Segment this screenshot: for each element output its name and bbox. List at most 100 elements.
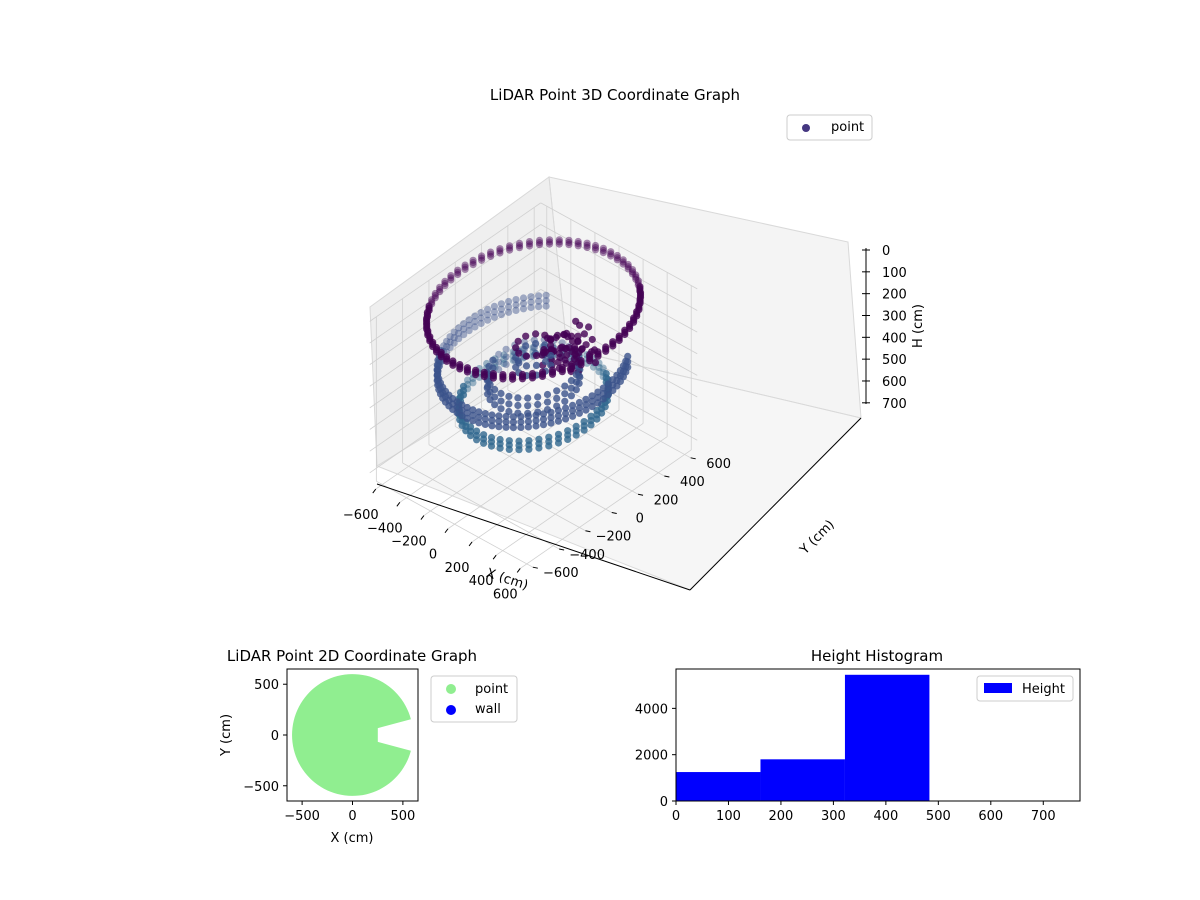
data-point	[487, 248, 495, 256]
data-point	[624, 265, 632, 273]
data-point	[506, 242, 514, 250]
x-tick-label: −200	[391, 535, 427, 550]
data-point	[543, 390, 552, 399]
x-tick-label: −500	[284, 809, 320, 824]
z-tick-label: 400	[882, 331, 907, 346]
data-point	[461, 261, 469, 269]
data-point	[532, 361, 541, 369]
data-point	[454, 268, 462, 276]
data-point	[471, 323, 479, 331]
x-tick	[468, 541, 473, 547]
data-point	[561, 382, 569, 390]
data-point	[621, 330, 629, 339]
data-point	[545, 236, 554, 244]
grid-line	[369, 332, 541, 452]
data-point	[515, 349, 523, 357]
z-tick-label: 200	[882, 288, 907, 303]
data-point	[454, 270, 462, 279]
chart-2d-ylabel: Y (cm)	[219, 714, 234, 757]
data-point	[548, 370, 557, 378]
data-point	[505, 297, 513, 306]
grid-line	[540, 310, 698, 398]
data-point	[512, 306, 520, 314]
data-point	[624, 263, 632, 271]
data-point	[495, 358, 503, 366]
data-point	[497, 300, 505, 308]
data-point	[524, 402, 532, 410]
data-point	[455, 335, 463, 343]
data-point	[524, 417, 533, 426]
data-point	[437, 353, 445, 361]
data-point	[582, 341, 590, 349]
y-tick	[690, 457, 696, 460]
legend-label-point: point	[831, 120, 864, 135]
data-point	[500, 355, 508, 363]
data-point	[505, 400, 513, 408]
grid-line	[369, 245, 541, 365]
y-tick-label: 0	[271, 729, 279, 744]
point-disk	[292, 674, 411, 796]
data-point	[599, 384, 607, 392]
data-point	[509, 418, 517, 426]
data-point	[583, 241, 591, 249]
y-tick-label: −500	[243, 780, 279, 795]
data-point	[505, 445, 513, 453]
data-point	[594, 399, 602, 407]
data-point	[469, 411, 477, 419]
data-point	[588, 397, 596, 405]
data-point	[582, 395, 590, 403]
data-point	[588, 403, 596, 411]
data-point	[569, 401, 577, 409]
data-point	[619, 256, 627, 264]
y-tick	[559, 548, 565, 551]
histogram-bar	[760, 759, 845, 801]
data-point	[473, 436, 481, 444]
data-point	[607, 250, 615, 258]
chart-3d-title: LiDAR Point 3D Coordinate Graph	[490, 86, 740, 104]
data-point	[497, 311, 505, 319]
data-point	[594, 393, 602, 402]
data-point	[575, 404, 584, 412]
data-point	[628, 270, 637, 278]
x-tick-label: 0	[348, 809, 356, 824]
data-point	[463, 368, 471, 376]
y-tick	[585, 530, 591, 533]
data-point	[522, 352, 531, 360]
data-point	[505, 392, 513, 400]
legend-marker-point	[446, 684, 456, 694]
data-point	[441, 277, 449, 285]
x-tick-label: 200	[445, 561, 470, 576]
x-tick	[516, 568, 521, 573]
axes-3d: −600−400−2000200400600−600−400−200020040…	[343, 244, 907, 602]
data-point	[475, 413, 483, 421]
data-point	[522, 332, 530, 340]
data-point	[628, 266, 637, 274]
data-point	[458, 401, 466, 409]
data-point	[460, 320, 468, 328]
data-point	[477, 314, 485, 322]
data-point	[524, 412, 533, 420]
data-point	[460, 331, 468, 339]
z-tick-label: 100	[882, 266, 907, 281]
data-point	[565, 241, 573, 249]
data-point	[632, 271, 640, 279]
data-point	[562, 351, 571, 359]
histogram-bar	[676, 772, 761, 801]
data-point	[495, 417, 503, 425]
z-axis-label: H (cm)	[911, 304, 926, 348]
data-point	[547, 419, 555, 427]
data-point	[528, 374, 537, 382]
data-point	[431, 289, 439, 298]
data-point	[519, 299, 528, 307]
data-point	[632, 275, 640, 283]
data-point	[525, 242, 534, 250]
data-point	[545, 238, 554, 246]
y-tick	[532, 566, 538, 569]
data-point	[567, 384, 576, 392]
legend-marker-point	[802, 124, 810, 132]
x-tick-label: 300	[821, 809, 846, 824]
data-point	[465, 321, 473, 329]
data-point	[472, 371, 480, 379]
legend-label-wall: wall	[475, 702, 501, 717]
